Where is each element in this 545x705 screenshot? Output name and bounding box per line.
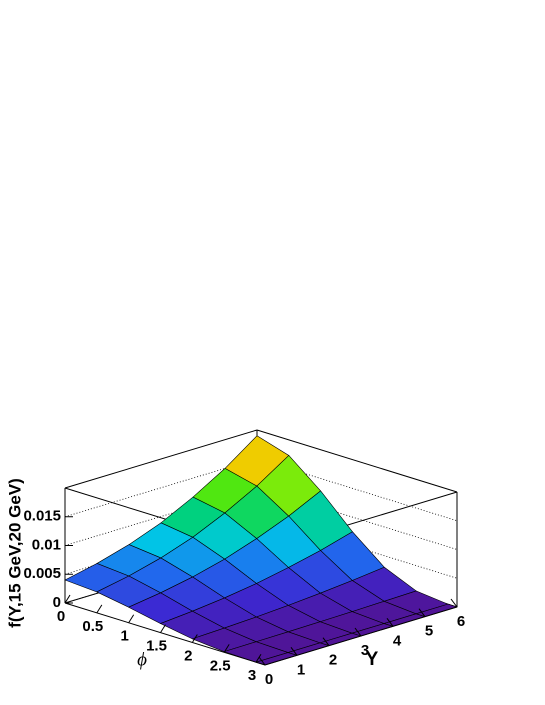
z-tick-label: 0.005 xyxy=(23,565,61,582)
y-tick-label: 0 xyxy=(57,608,65,625)
y-tick-label: 2.5 xyxy=(210,657,231,674)
y-tick-label: 1.5 xyxy=(146,638,167,655)
frame-edge xyxy=(256,429,458,493)
x-tick xyxy=(418,608,426,617)
x-tick-label: 4 xyxy=(393,632,402,649)
y-axis-title: ϕ xyxy=(137,649,147,670)
x-tick-label: 3 xyxy=(361,642,369,659)
x-tick xyxy=(290,647,298,656)
y-tick xyxy=(255,653,262,663)
grid-line xyxy=(64,458,458,522)
y-tick xyxy=(160,624,166,633)
x-tick xyxy=(386,618,394,627)
x-tick-label: 1 xyxy=(297,661,305,678)
z-tick-label: 0.01 xyxy=(32,536,61,553)
frame-edge xyxy=(64,602,266,666)
surface xyxy=(64,435,459,666)
frame-edge xyxy=(64,429,258,489)
x-tick-label: 0 xyxy=(265,671,273,688)
y-tick xyxy=(128,614,135,624)
grid-line xyxy=(64,487,458,550)
x-tick-label: 6 xyxy=(457,613,465,630)
y-tick-label: 2 xyxy=(184,647,192,664)
y-tick xyxy=(96,604,103,614)
x-tick xyxy=(258,656,266,666)
x-tick xyxy=(450,598,458,608)
y-tick xyxy=(223,644,230,653)
x-tick xyxy=(354,627,362,637)
y-tick xyxy=(191,634,198,643)
x-tick xyxy=(322,637,330,646)
x-tick-label: 2 xyxy=(329,652,337,669)
x-axis-title: Y xyxy=(366,649,379,670)
z-axis-title: f(Y,15 GeV,20 GeV) xyxy=(5,478,24,628)
x-tick-label: 5 xyxy=(425,623,433,640)
y-tick xyxy=(64,594,71,604)
y-tick-label: 3 xyxy=(248,667,256,684)
z-tick-label: 0 xyxy=(53,594,61,611)
y-tick-label: 1 xyxy=(120,628,128,645)
y-tick-label: 0.5 xyxy=(82,618,103,635)
z-tick-label: 0.015 xyxy=(23,508,61,525)
